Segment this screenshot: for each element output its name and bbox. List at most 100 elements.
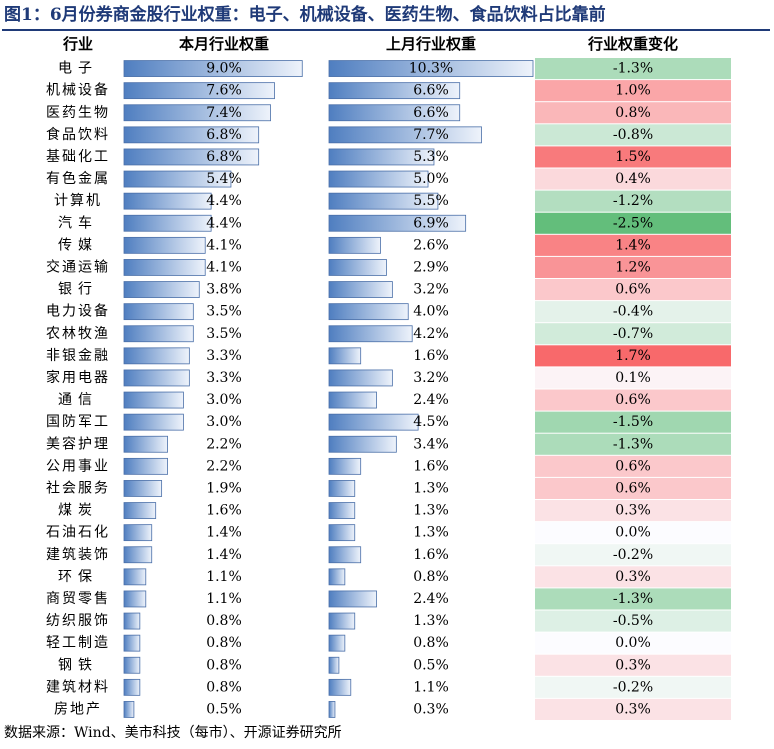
change-cell bbox=[535, 256, 731, 278]
change-label: -1.3% bbox=[613, 61, 653, 77]
previous-weight-bar bbox=[328, 192, 439, 210]
change-label: 1.0% bbox=[615, 83, 651, 99]
category-label: 传媒 bbox=[58, 237, 98, 253]
current-weight-label: 4.1% bbox=[206, 259, 242, 275]
category-label: 石油石化 bbox=[46, 525, 110, 541]
previous-weight-bar bbox=[328, 259, 387, 276]
previous-weight-bar bbox=[328, 590, 377, 608]
current-weight-bar bbox=[123, 369, 190, 387]
current-weight-label: 1.9% bbox=[206, 480, 242, 496]
change-label: 0.3% bbox=[615, 503, 651, 519]
change-label: 0.6% bbox=[615, 392, 651, 408]
current-weight-bar bbox=[123, 104, 271, 122]
table-row: 美容护理 2.2% 3.4% -1.3% bbox=[46, 433, 731, 455]
current-weight-bar bbox=[123, 303, 194, 321]
table-row: 农林牧渔 3.5% 4.2% -0.7% bbox=[46, 323, 731, 345]
chart-title: 图1：6月份券商金股行业权重：电子、机械设备、医药生物、食品饮料占比靠前 bbox=[4, 5, 606, 25]
table-row: 公用事业 2.2% 1.6% 0.6% bbox=[46, 455, 731, 477]
change-label: -1.5% bbox=[613, 414, 653, 430]
current-weight-label: 7.4% bbox=[206, 105, 242, 121]
title-divider bbox=[2, 29, 770, 31]
current-weight-label: 0.8% bbox=[206, 613, 242, 629]
category-label: 计算机 bbox=[54, 193, 102, 209]
table-row: 社会服务 1.9% 1.3% 0.6% bbox=[46, 477, 731, 499]
change-label: 0.1% bbox=[615, 370, 651, 386]
current-weight-bar bbox=[123, 656, 141, 674]
previous-weight-label: 1.3% bbox=[413, 503, 449, 519]
change-label: -0.7% bbox=[613, 326, 653, 342]
category-label: 煤炭 bbox=[58, 503, 98, 519]
previous-weight-label: 1.3% bbox=[413, 525, 449, 541]
change-label: 0.6% bbox=[615, 458, 651, 474]
previous-weight-label: 2.4% bbox=[413, 591, 449, 607]
previous-weight-bar bbox=[328, 480, 356, 497]
table-row: 基础化工 6.8% 5.3% 1.5% bbox=[46, 146, 731, 168]
category-label: 电力设备 bbox=[46, 303, 110, 320]
change-cell bbox=[535, 455, 731, 477]
previous-weight-label: 1.1% bbox=[413, 679, 449, 695]
change-label: -2.5% bbox=[613, 215, 653, 231]
current-weight-bar bbox=[123, 590, 147, 608]
table-row: 非银金融 3.3% 1.6% 1.7% bbox=[46, 345, 731, 367]
source-note: 数据来源：Wind、美市科技（每市）、开源证券研究所 bbox=[4, 725, 342, 741]
change-cell bbox=[535, 544, 731, 566]
change-cell bbox=[535, 212, 731, 234]
current-weight-bar bbox=[123, 192, 212, 210]
change-label: 0.8% bbox=[615, 105, 651, 121]
current-weight-bar bbox=[123, 678, 141, 696]
category-label: 房地产 bbox=[54, 701, 102, 717]
table-row: 国防军工 3.0% 4.5% -1.5% bbox=[46, 411, 731, 433]
previous-weight-bar bbox=[328, 104, 461, 122]
previous-weight-bar bbox=[328, 214, 467, 232]
change-label: 0.3% bbox=[615, 701, 651, 717]
current-weight-label: 4.4% bbox=[206, 215, 242, 231]
current-weight-label: 3.0% bbox=[206, 392, 242, 408]
previous-weight-label: 1.6% bbox=[413, 547, 449, 563]
previous-weight-bar bbox=[328, 303, 409, 321]
table-row: 建筑装饰 1.4% 1.6% -0.2% bbox=[46, 544, 731, 566]
table-row: 医药生物 7.4% 6.6% 0.8% bbox=[46, 102, 731, 124]
column-header: 本月行业权重 bbox=[179, 35, 269, 53]
change-cell bbox=[535, 654, 731, 676]
previous-weight-label: 6.6% bbox=[413, 83, 449, 99]
category-label: 非银金融 bbox=[46, 348, 110, 364]
change-cell bbox=[535, 190, 731, 212]
change-label: 1.7% bbox=[615, 348, 651, 364]
category-label: 医药生物 bbox=[46, 105, 110, 121]
previous-weight-bar bbox=[328, 82, 461, 100]
current-weight-bar bbox=[123, 457, 168, 475]
previous-weight-label: 1.6% bbox=[413, 458, 449, 474]
change-cell bbox=[535, 146, 731, 168]
previous-weight-bar bbox=[328, 170, 429, 188]
previous-weight-bar bbox=[328, 612, 356, 630]
previous-weight-label: 1.3% bbox=[413, 480, 449, 496]
current-weight-label: 3.3% bbox=[206, 370, 242, 386]
current-weight-bar bbox=[123, 524, 153, 542]
table-row: 银行 3.8% 3.2% 0.6% bbox=[58, 279, 731, 301]
current-weight-bar bbox=[123, 148, 260, 166]
current-weight-bar bbox=[123, 347, 190, 365]
table-row: 商贸零售 1.1% 2.4% -1.3% bbox=[46, 588, 731, 610]
change-cell bbox=[535, 80, 731, 102]
category-label: 银行 bbox=[58, 282, 98, 298]
change-label: -1.3% bbox=[613, 591, 653, 607]
previous-weight-label: 7.7% bbox=[413, 127, 449, 143]
previous-weight-bar bbox=[328, 413, 419, 431]
category-label: 纺织服饰 bbox=[46, 613, 110, 629]
change-label: -0.8% bbox=[613, 127, 653, 143]
previous-weight-bar bbox=[328, 236, 381, 254]
current-weight-bar bbox=[123, 126, 260, 144]
current-weight-label: 0.8% bbox=[206, 657, 242, 673]
current-weight-label: 6.8% bbox=[206, 149, 242, 165]
current-weight-label: 3.5% bbox=[206, 326, 242, 342]
change-label: 0.0% bbox=[615, 635, 651, 651]
previous-weight-bar bbox=[328, 391, 377, 409]
change-cell bbox=[535, 698, 731, 720]
change-cell bbox=[535, 367, 731, 389]
change-label: 0.3% bbox=[615, 569, 651, 585]
previous-weight-label: 2.4% bbox=[413, 392, 449, 408]
previous-weight-bar bbox=[328, 524, 356, 542]
category-label: 公用事业 bbox=[46, 458, 110, 474]
change-cell bbox=[535, 566, 731, 588]
previous-weight-label: 2.6% bbox=[413, 237, 449, 253]
